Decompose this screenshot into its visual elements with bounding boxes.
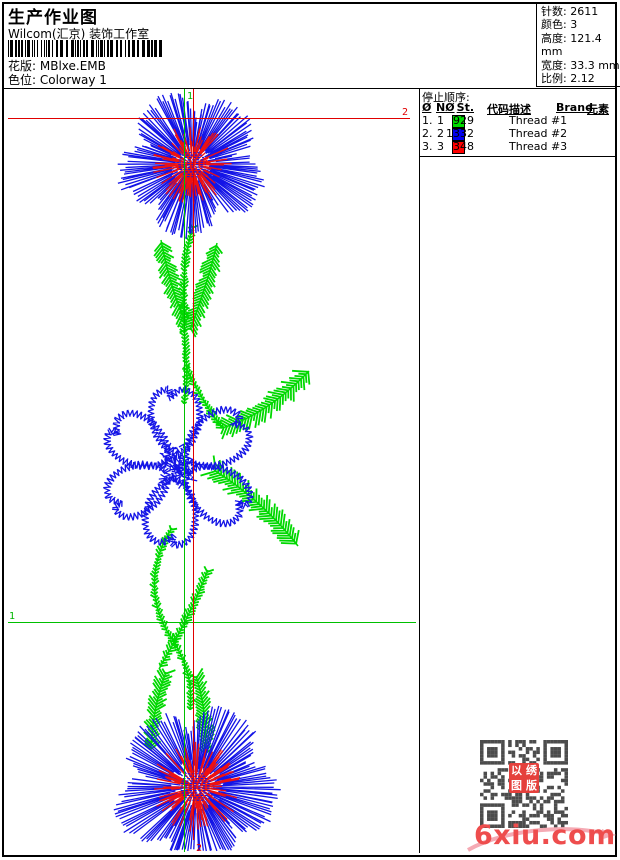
watermark-swoosh <box>467 827 616 852</box>
colorway-label: 色位: <box>8 73 37 87</box>
end-point-label: 2 <box>196 843 202 853</box>
table-row: 3. 3 348 Thread #3 <box>0 140 618 154</box>
col-header-element: 元素 <box>587 103 609 116</box>
row-stitches: 348 <box>453 140 474 153</box>
row-stitches: 1332 <box>446 127 474 140</box>
pattern-label: 花版: <box>8 59 37 73</box>
studio-name: Wilcom(汇京) 装饰工作室 <box>8 27 150 41</box>
end-line-label: 2 <box>402 107 408 118</box>
col-header-seq: Ø <box>422 101 432 114</box>
col-header-stitches: St. <box>456 101 474 114</box>
watermark-text: 6xiu.com <box>474 820 616 851</box>
color-count-line: 颜色: 3 <box>541 18 578 32</box>
start-line-label: 1 <box>9 611 15 622</box>
col-header-needle: NØ <box>436 101 455 114</box>
start-point-label: 1 <box>187 91 193 102</box>
verification-stamp: 以 绣 图 版 <box>509 763 539 793</box>
scale-line: 比例: 2.12 <box>541 72 595 86</box>
stitch-count-line: 针数: 2611 <box>541 5 599 18</box>
stamp-char: 以 <box>511 764 522 777</box>
row-seq: 1. <box>422 114 433 127</box>
row-stitches: 929 <box>453 114 474 127</box>
table-row: 2. 2 1332 Thread #2 <box>0 127 618 141</box>
table-bottom-border <box>419 156 617 157</box>
col-header-description: 描述 <box>509 103 531 116</box>
barcode <box>8 40 162 57</box>
color-swatch <box>452 141 465 154</box>
stamp-char: 绣 <box>526 764 537 777</box>
qr-code <box>480 740 568 828</box>
stamp-char: 版 <box>526 779 537 792</box>
height-line: 高度: 121.4 mm <box>541 31 602 59</box>
embroidery-design-canvas: 1 1 2 2 <box>8 89 416 853</box>
row-needle: 1 <box>437 114 444 127</box>
canvas-right-border <box>419 88 420 853</box>
color-swatch <box>452 128 465 141</box>
stamp-char: 图 <box>511 779 522 792</box>
design-info-box: 针数: 2611 颜色: 3 高度: 121.4 mm 宽度: 33.3 mm … <box>536 3 620 87</box>
colorway-line: 色位: Colorway 1 <box>8 71 107 88</box>
pattern-value: MBlxe.EMB <box>39 59 106 73</box>
pattern-file-line: 花版: MBlxe.EMB <box>8 57 106 74</box>
page-title: 生产作业图 <box>8 8 98 28</box>
row-seq: 2. <box>422 127 433 140</box>
row-needle: 2 <box>437 127 444 140</box>
width-line: 宽度: 33.3 mm <box>541 58 620 72</box>
row-needle: 3 <box>437 140 444 153</box>
row-seq: 3. <box>422 140 433 153</box>
stop-sequence-title: 停止顺序: <box>422 91 470 104</box>
row-description: Thread #3 <box>509 140 568 153</box>
col-header-brand: Brand <box>556 101 593 114</box>
row-description: Thread #2 <box>509 127 568 140</box>
guide-lines <box>8 89 416 852</box>
colorway-value: Colorway 1 <box>39 73 107 87</box>
row-description: Thread #1 <box>509 114 568 127</box>
stitch-art <box>103 92 311 852</box>
color-swatch <box>452 115 465 128</box>
table-row: 1. 1 929 Thread #1 <box>0 114 618 128</box>
col-header-code: 代码 <box>487 103 509 116</box>
header-divider <box>2 88 617 89</box>
